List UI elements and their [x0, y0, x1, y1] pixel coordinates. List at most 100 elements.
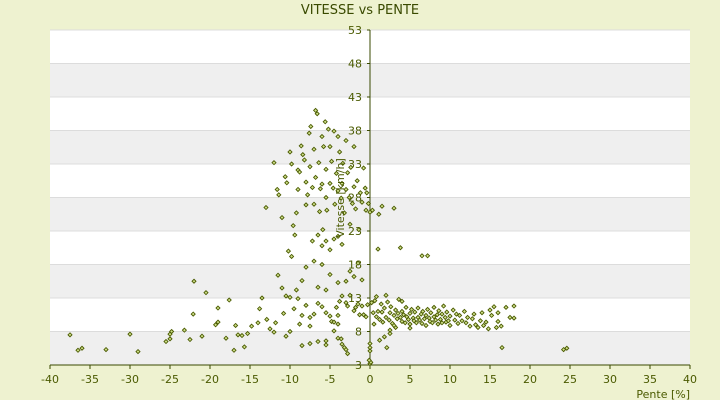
data-point — [67, 332, 73, 338]
data-point — [354, 178, 360, 184]
data-point — [327, 247, 333, 253]
data-point — [311, 258, 317, 264]
data-point — [311, 201, 317, 207]
data-point — [423, 322, 429, 329]
data-point — [421, 316, 428, 322]
data-point — [339, 293, 345, 299]
data-point — [397, 245, 404, 251]
data-point — [347, 221, 353, 227]
data-point — [315, 300, 321, 306]
x-tick-label: 0 — [367, 373, 374, 386]
data-point — [400, 312, 407, 318]
data-point — [447, 322, 453, 329]
data-point — [376, 337, 383, 343]
axis-ticks — [49, 29, 691, 369]
data-point — [163, 338, 169, 345]
data-point — [315, 338, 321, 345]
data-point — [244, 330, 251, 337]
data-point — [357, 190, 364, 196]
data-point — [352, 206, 359, 212]
data-point — [369, 207, 376, 213]
data-point — [79, 345, 85, 351]
data-point — [323, 194, 329, 201]
data-point — [279, 214, 285, 221]
data-point — [335, 279, 341, 286]
data-point — [203, 290, 209, 296]
data-point — [464, 314, 471, 321]
data-point — [564, 345, 570, 351]
chart-title: VITESSE vs PENTE — [301, 3, 419, 18]
data-point — [419, 320, 425, 327]
data-point — [415, 305, 421, 311]
data-point — [226, 297, 232, 303]
data-point — [215, 319, 221, 325]
data-point — [303, 179, 309, 185]
data-point — [299, 277, 305, 284]
data-point — [467, 323, 473, 329]
data-point — [314, 111, 320, 117]
x-tick-label: 40 — [683, 373, 697, 386]
data-point — [479, 310, 485, 316]
data-point — [323, 287, 329, 293]
y-tick-label: 3 — [355, 359, 362, 372]
x-tick-label: 35 — [643, 373, 657, 386]
data-point — [348, 164, 354, 170]
x-tick-label: -10 — [281, 373, 299, 386]
data-point — [439, 320, 445, 326]
data-point — [391, 322, 397, 329]
data-point — [362, 185, 368, 191]
data-point — [376, 316, 383, 323]
data-point — [307, 340, 313, 347]
data-point — [295, 186, 301, 193]
data-point — [344, 170, 351, 176]
data-point — [312, 107, 319, 114]
data-point — [442, 314, 448, 321]
data-point — [296, 321, 303, 327]
data-points — [67, 107, 570, 367]
data-point — [463, 320, 469, 326]
data-point — [367, 344, 373, 351]
data-point — [303, 264, 309, 270]
data-point — [440, 303, 447, 309]
data-point — [271, 160, 277, 166]
data-point — [327, 180, 333, 187]
data-point — [319, 243, 325, 249]
data-point — [352, 304, 359, 311]
data-point — [424, 253, 431, 259]
data-point — [293, 287, 300, 293]
data-point — [429, 320, 436, 326]
data-point — [292, 232, 298, 238]
data-point — [363, 207, 369, 213]
data-point — [391, 312, 397, 319]
x-tick-label: -35 — [81, 373, 99, 386]
data-point — [339, 241, 345, 248]
data-point — [375, 308, 381, 315]
data-point — [231, 347, 237, 353]
data-point — [372, 298, 378, 304]
data-point — [437, 316, 444, 323]
data-point — [472, 322, 479, 328]
data-point — [503, 304, 509, 311]
data-point — [412, 309, 418, 315]
data-point — [335, 233, 341, 239]
data-point — [280, 310, 287, 317]
data-point — [272, 320, 279, 326]
data-point — [408, 306, 415, 313]
data-point — [371, 321, 377, 327]
data-point — [319, 304, 325, 310]
data-point — [323, 238, 329, 244]
data-point — [407, 310, 413, 317]
data-point — [306, 130, 312, 136]
data-point — [459, 318, 465, 324]
x-tick-label: 15 — [483, 373, 497, 386]
data-point — [387, 330, 393, 337]
data-point — [312, 174, 319, 181]
data-point — [339, 180, 345, 187]
data-point — [360, 165, 367, 171]
data-point — [347, 292, 353, 298]
data-point — [384, 344, 390, 351]
data-point — [323, 310, 329, 316]
data-point — [290, 223, 296, 229]
x-tick-label: -5 — [325, 373, 336, 386]
data-point — [299, 312, 305, 319]
